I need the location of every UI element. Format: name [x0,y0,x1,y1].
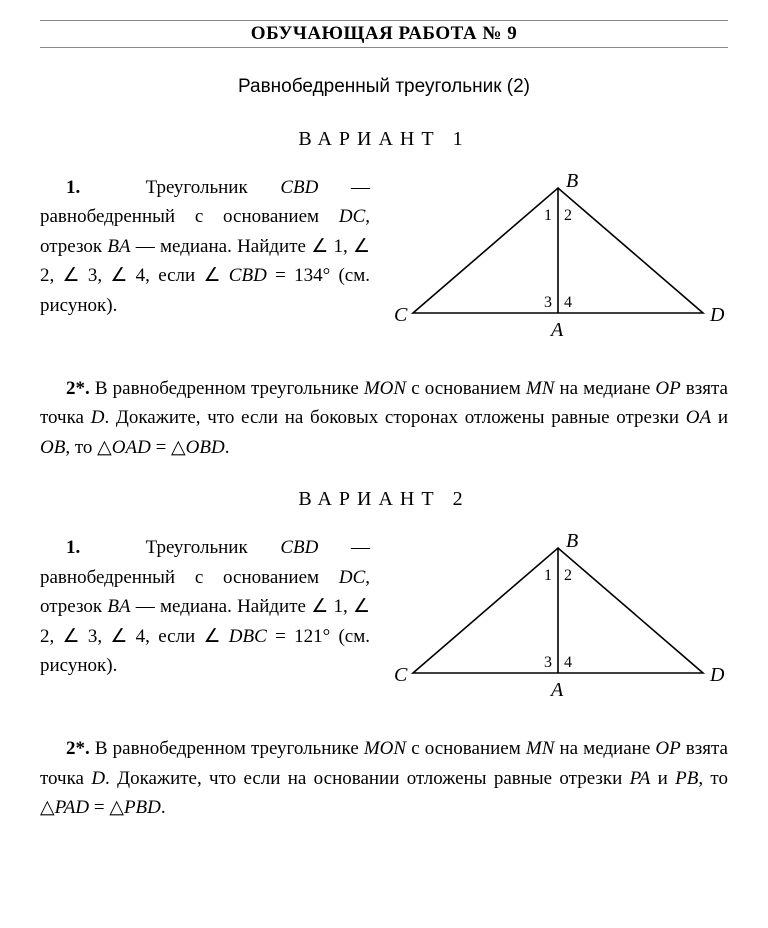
label-C: C [394,664,408,686]
label-A: A [549,679,564,701]
label-D: D [709,664,725,686]
triangle-figure: C D A B 1 2 3 4 [388,533,728,708]
v1-p1-text: 1. Треугольник CBD — равнобедренный с ос… [40,173,370,320]
variant-1-heading: ВАРИАНТ 1 [40,128,728,151]
v2-p2-num: 2*. [66,738,90,759]
angle-3: 3 [544,654,552,671]
v2-p1-text: 1. Треугольник CBD — равнобедренный с ос… [40,533,370,680]
v2-problem-1: 1. Треугольник CBD — равнобедренный с ос… [40,533,728,708]
page-header: ОБУЧАЮЩАЯ РАБОТА № 9 [40,20,728,48]
angle-1: 1 [544,207,552,224]
v2-p1-num: 1. [66,537,80,558]
label-D: D [709,304,725,326]
angle-3: 3 [544,294,552,311]
v1-problem-1: 1. Треугольник CBD — равнобедренный с ос… [40,173,728,348]
triangle-figure: C D A B 1 2 3 4 [388,173,728,348]
angle-4: 4 [564,294,572,311]
angle-2: 2 [564,207,572,224]
label-C: C [394,304,408,326]
angle-1: 1 [544,567,552,584]
variant-2-heading: ВАРИАНТ 2 [40,488,728,511]
v2-p2-text: 2*. В равнобедренном треугольнике MON с … [40,734,728,822]
header-number: 9 [507,23,517,44]
label-B: B [566,173,578,192]
header-prefix: ОБУЧАЮЩАЯ РАБОТА № [251,23,507,44]
v1-p2-num: 2*. [66,378,90,399]
label-B: B [566,533,578,552]
angle-2: 2 [564,567,572,584]
subtitle: Равнобедренный треугольник (2) [40,76,728,98]
v1-figure: C D A B 1 2 3 4 [388,173,728,348]
v2-figure: C D A B 1 2 3 4 [388,533,728,708]
angle-4: 4 [564,654,572,671]
label-A: A [549,319,564,341]
v1-p2-text: 2*. В равнобедренном треугольнике MON с … [40,374,728,462]
v1-p1-num: 1. [66,177,80,198]
